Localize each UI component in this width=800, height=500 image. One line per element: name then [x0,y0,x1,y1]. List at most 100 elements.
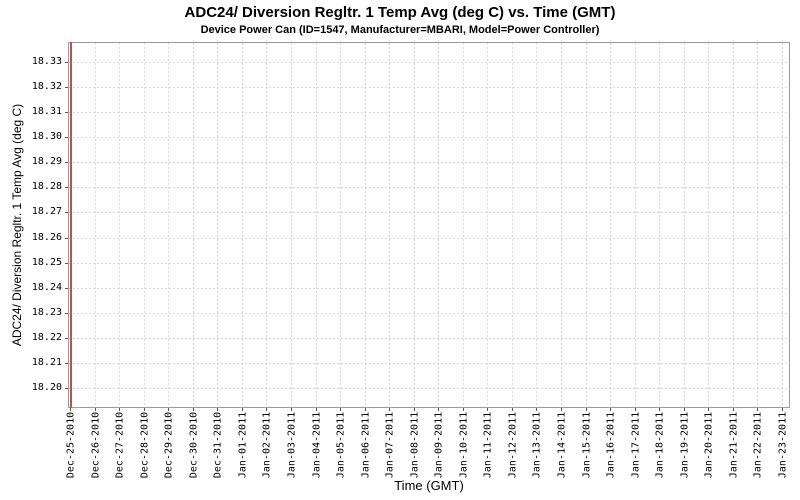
x-tick-mark [70,408,71,411]
y-gridline [69,237,789,239]
x-gridline [413,43,415,407]
x-tick-mark [487,408,489,411]
x-gridline [585,43,587,407]
x-tick-mark [536,408,538,411]
y-tick-label: 18.23 [31,306,62,318]
x-tick-label: Dec-27-2010 [114,411,126,479]
x-gridline [315,43,317,407]
x-tick-label: Dec-26-2010 [90,411,102,479]
x-tick-mark [266,408,268,411]
x-gridline [610,43,612,407]
x-gridline [217,43,219,407]
y-tick-label: 18.29 [31,156,62,168]
x-tick-mark [290,408,292,411]
x-tick-mark [364,408,366,411]
y-tick-label: 18.21 [31,356,62,368]
y-tick-mark [65,187,68,189]
x-tick-label: Jan-14-2011 [556,411,568,479]
y-gridline [69,262,789,264]
y-gridline [69,87,789,89]
x-tick-mark [413,408,415,411]
y-gridline [69,387,789,389]
x-tick-label: Jan-08-2011 [409,411,421,479]
x-tick-mark [340,408,342,411]
y-gridline [69,287,789,289]
x-gridline [487,43,489,407]
x-gridline [389,43,391,407]
x-gridline [168,43,170,407]
x-tick-label: Dec-28-2010 [139,411,151,479]
x-tick-label: Jan-19-2011 [679,411,691,479]
x-tick-mark [511,408,513,411]
y-tick-label: 18.20 [31,381,62,393]
x-tick-label: Jan-11-2011 [482,411,494,479]
x-gridline [94,43,96,407]
x-tick-label: Jan-21-2011 [728,411,740,479]
y-gridline [69,137,789,139]
x-tick-label: Jan-04-2011 [311,411,323,479]
x-tick-mark [732,408,734,411]
x-gridline [708,43,710,407]
x-tick-label: Jan-23-2011 [777,411,789,479]
y-tick-label: 18.27 [31,206,62,218]
x-tick-mark [143,408,145,411]
x-gridline [634,43,636,407]
x-axis-title: Time (GMT) [394,478,464,493]
x-gridline [192,43,194,407]
x-tick-label: Jan-01-2011 [237,411,249,479]
x-gridline [659,43,661,407]
x-gridline [290,43,292,407]
x-gridline [683,43,685,407]
x-tick-label: Jan-16-2011 [605,411,617,479]
x-tick-label: Jan-09-2011 [433,411,445,479]
y-tick-mark [65,87,68,89]
x-tick-label: Dec-29-2010 [163,411,175,479]
x-tick-label: Jan-10-2011 [458,411,470,479]
y-tick-mark [65,137,68,139]
y-tick-label: 18.22 [31,331,62,343]
x-tick-mark [119,408,121,411]
x-tick-mark [708,408,710,411]
x-gridline [536,43,538,407]
x-tick-label: Jan-15-2011 [581,411,593,479]
chart-subtitle: Device Power Can (ID=1547, Manufacturer=… [200,24,600,36]
x-tick-mark [683,408,685,411]
y-gridline [69,312,789,314]
x-tick-label: Jan-13-2011 [531,411,543,479]
y-gridline [69,362,789,364]
x-gridline [732,43,734,407]
y-gridline [69,337,789,339]
y-tick-mark [65,362,68,364]
chart-title: ADC24/ Diversion Regltr. 1 Temp Avg (deg… [184,4,616,21]
y-tick-mark [65,162,68,164]
x-tick-mark [585,408,587,411]
x-gridline [511,43,513,407]
x-tick-label: Jan-22-2011 [752,411,764,479]
x-tick-mark [757,408,759,411]
x-tick-mark [389,408,391,411]
x-tick-mark [610,408,612,411]
series-line [70,42,72,408]
y-tick-mark [65,62,68,64]
y-tick-mark [65,312,68,314]
plot-area [68,42,790,408]
x-gridline [340,43,342,407]
x-tick-label: Dec-25-2010 [65,411,77,479]
y-tick-label: 18.26 [31,231,62,243]
x-gridline [438,43,440,407]
x-tick-mark [241,408,243,411]
y-tick-mark [65,287,68,289]
x-tick-mark [462,408,464,411]
x-gridline [119,43,121,407]
x-gridline [241,43,243,407]
y-axis-title: ADC24/ Diversion Regltr. 1 Temp Avg (deg… [10,103,24,347]
y-tick-label: 18.28 [31,181,62,193]
y-tick-label: 18.33 [31,56,62,68]
x-tick-mark [782,408,783,411]
x-gridline [143,43,145,407]
x-gridline [782,43,783,407]
x-tick-label: Jan-05-2011 [335,411,347,479]
x-tick-label: Dec-30-2010 [188,411,200,479]
x-tick-label: Jan-20-2011 [703,411,715,479]
